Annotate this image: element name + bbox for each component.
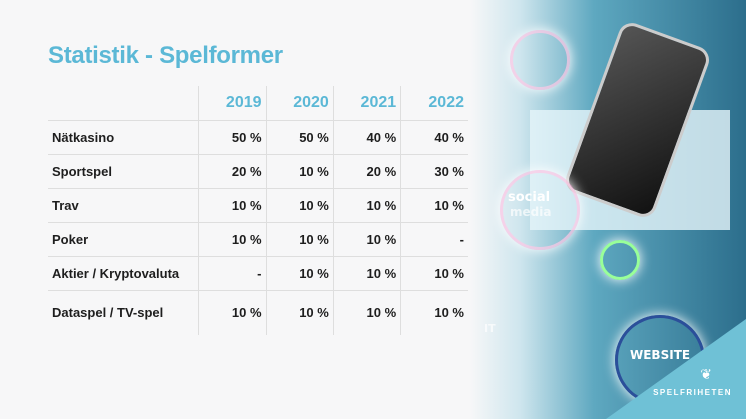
decorative-illustration: social media IT WEBSITE — [470, 0, 746, 419]
statistics-table: 2019 2020 2021 2022 Nätkasino 50 % 50 % 40 … — [48, 86, 468, 335]
value-cell: 10 % — [265, 290, 334, 335]
table-row: Sportspel 20 % 10 % 20 % 30 % — [48, 154, 468, 188]
value-cell: 20 % — [332, 154, 401, 188]
table-row: Nätkasino 50 % 50 % 40 % 40 % — [48, 120, 468, 154]
value-cell: 10 % — [332, 188, 401, 222]
value-cell: 30 % — [400, 154, 468, 188]
header-cell: 2020 — [265, 86, 334, 120]
value-cell: 50 % — [198, 120, 267, 154]
header-cell — [48, 86, 199, 120]
header-cell: 2021 — [332, 86, 401, 120]
header-cell: 2022 — [400, 86, 468, 120]
it-label: IT — [484, 322, 496, 335]
value-cell: 10 % — [400, 290, 468, 335]
leaf-icon: ❦ — [700, 366, 712, 382]
row-label: Dataspel / TV-spel — [52, 305, 164, 321]
website-label: WEBSITE — [630, 348, 691, 362]
row-label: Sportspel — [52, 163, 112, 179]
value-cell: 10 % — [400, 256, 468, 290]
value-cell: 10 % — [265, 154, 334, 188]
value-cell: 10 % — [198, 290, 267, 335]
table-row: Trav 10 % 10 % 10 % 10 % — [48, 188, 468, 222]
value-cell: 10 % — [265, 188, 334, 222]
value-cell: 40 % — [400, 120, 468, 154]
table-header-row: 2019 2020 2021 2022 — [48, 86, 468, 120]
table-row: Aktier / Kryptovaluta -10 % 10 % 10 % — [48, 256, 468, 290]
media-label: media — [510, 205, 552, 219]
social-label: social — [508, 190, 551, 205]
value-cell: 10 % — [400, 188, 468, 222]
row-label: Aktier / Kryptovaluta — [52, 265, 180, 281]
value-cell: 10 % — [332, 290, 401, 335]
row-label: Poker — [52, 231, 89, 247]
header-cell: 2019 — [198, 86, 267, 120]
table-row: Poker 10 % 10 % 10 % - — [48, 222, 468, 256]
value-cell: 10 % — [265, 222, 334, 256]
logo-text: SPELFRIHETEN — [653, 388, 732, 397]
value-cell: 10 % — [198, 188, 267, 222]
row-label: Trav — [52, 197, 79, 213]
value-cell: 40 % — [332, 120, 401, 154]
value-cell: 50 % — [265, 120, 334, 154]
value-cell: - — [198, 256, 267, 290]
table-row: Dataspel / TV-spel 10 % 10 % 10 % 10 % — [48, 290, 468, 335]
page-title: Statistik - Spelformer — [48, 42, 283, 69]
value-cell: 10 % — [198, 222, 267, 256]
glow-ring — [510, 30, 570, 90]
value-cell: - — [400, 222, 468, 256]
value-cell: 10 % — [265, 256, 334, 290]
value-cell: 20 % — [198, 154, 267, 188]
value-cell: 10 % — [332, 256, 401, 290]
glow-ring — [500, 170, 580, 250]
value-cell: 10 % — [332, 222, 401, 256]
glow-ring — [600, 240, 640, 280]
row-label: Nätkasino — [52, 129, 115, 145]
